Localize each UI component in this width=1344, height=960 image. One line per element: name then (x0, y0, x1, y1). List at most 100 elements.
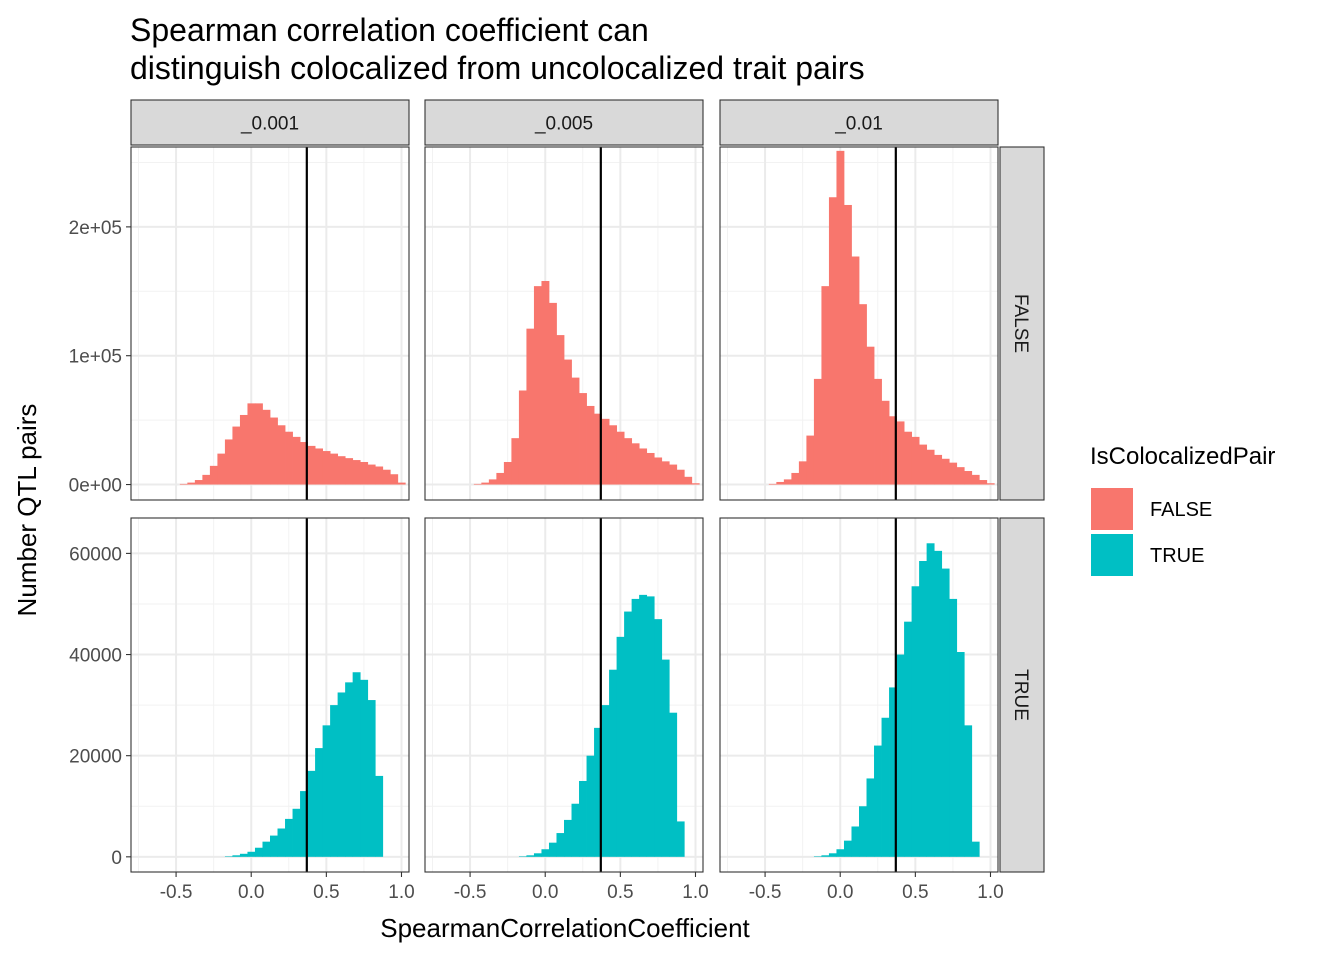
histogram-bar (345, 682, 354, 857)
histogram-bar (881, 717, 890, 857)
histogram-bar (616, 431, 625, 485)
histogram-bar (315, 748, 323, 857)
histogram-bar (322, 451, 331, 485)
histogram-bar (270, 835, 278, 857)
histogram-bar (866, 346, 875, 485)
histogram-bar (964, 725, 973, 857)
histogram-bar (851, 826, 860, 857)
y-tick-label: 20000 (69, 747, 122, 768)
histogram-bar (964, 471, 973, 485)
histogram-bar (639, 594, 648, 857)
x-tick-label: 1.0 (682, 882, 708, 903)
facet-panel (424, 146, 704, 501)
histogram-bar (382, 469, 391, 485)
histogram-bar (813, 378, 822, 485)
histogram-bar (556, 833, 565, 857)
histogram-bar (239, 853, 248, 857)
histogram-bar (881, 400, 890, 485)
histogram-bar (202, 474, 211, 485)
x-tick-label: 1.0 (977, 882, 1003, 903)
histogram-bar (292, 436, 301, 485)
x-tick-label: 1.0 (388, 882, 414, 903)
histogram-bar (956, 652, 965, 857)
histogram-bar (859, 304, 867, 485)
histogram-bar (851, 256, 860, 485)
histogram-bar (473, 483, 482, 485)
x-tick-label: 0.0 (238, 882, 264, 903)
histogram-bar (949, 598, 958, 857)
facet-panel (130, 517, 410, 873)
histogram-bar (277, 828, 286, 857)
histogram-bar (594, 413, 602, 485)
histogram-bar (986, 483, 995, 485)
histogram-bar (194, 480, 203, 485)
facet-strip-column-label: _0.005 (534, 114, 593, 135)
histogram-bar (768, 483, 777, 485)
y-axes: 0e+00 1e+05 2e+05 0 20000 40000 60000 (69, 218, 131, 869)
x-tick-label: 0.5 (902, 882, 928, 903)
facet-strip-column (130, 99, 410, 146)
facet-strip-column-label: _0.001 (240, 114, 299, 135)
histogram-bar (889, 416, 897, 485)
histogram-bar (926, 449, 935, 485)
histogram-bar (526, 855, 535, 857)
facet-strip-column (719, 99, 999, 146)
histogram-bar (874, 378, 882, 485)
histogram-bar (904, 621, 912, 857)
histogram-bar (956, 467, 965, 485)
histogram-bar (859, 806, 867, 857)
facet-panel (719, 517, 999, 873)
histogram-bar (601, 705, 610, 857)
facet-strip-row (999, 146, 1045, 501)
histogram-bar (896, 654, 905, 857)
histogram-bar (843, 840, 852, 857)
histogram-bar (360, 679, 369, 857)
y-tick-label: 2e+05 (69, 218, 122, 239)
histogram-bar (307, 445, 316, 485)
histogram-bar (631, 443, 640, 485)
histogram-bar (676, 821, 685, 857)
histogram-bar (239, 414, 248, 485)
facet-panel (719, 146, 999, 501)
legend-label: TRUE (1150, 545, 1204, 567)
facet-panel (424, 517, 704, 873)
legend: IsColocalizedPair FALSE TRUE (1090, 443, 1275, 576)
histogram-bar (571, 803, 580, 857)
histogram-bar (526, 328, 535, 485)
histogram-bar (397, 482, 406, 485)
y-tick-label: 60000 (69, 544, 122, 565)
histogram-bar (783, 479, 792, 485)
histogram-bar (390, 474, 399, 485)
histogram-bar (896, 421, 905, 485)
histogram-bar (806, 435, 815, 485)
histogram-bar (254, 847, 263, 857)
histogram-bar (821, 855, 830, 857)
facet-panel (130, 146, 410, 501)
histogram-bar (601, 418, 610, 485)
histogram-bar (179, 483, 188, 485)
histogram-bar (330, 705, 339, 857)
histogram-bar (315, 448, 323, 485)
histogram-bar (941, 568, 950, 857)
histogram-bar (300, 791, 308, 857)
histogram-bar (609, 425, 617, 485)
facet-strip-column (424, 99, 704, 146)
histogram-bar (481, 482, 490, 485)
y-axis-title: Number QTL pairs (12, 404, 42, 617)
histogram-bar (541, 280, 550, 485)
histogram-bar (646, 452, 655, 485)
histogram-bar (488, 479, 497, 485)
histogram-bar (616, 636, 625, 857)
histogram-bar (330, 453, 339, 485)
legend-label: FALSE (1150, 499, 1212, 521)
y-tick-label: 1e+05 (69, 347, 122, 368)
y-tick-label: 40000 (69, 646, 122, 667)
histogram-bar (776, 481, 785, 485)
histogram-bar (247, 403, 256, 485)
x-axis-title: SpearmanCorrelationCoefficient (380, 913, 750, 943)
histogram-bar (919, 444, 928, 485)
histogram-bar (518, 390, 527, 485)
histogram-bar (571, 377, 580, 485)
histogram-bar (904, 431, 912, 485)
